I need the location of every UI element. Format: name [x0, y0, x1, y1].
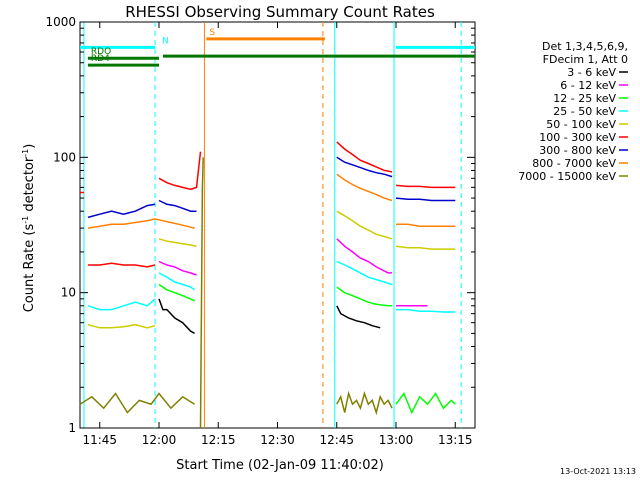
y-tick-label-1: 10	[61, 286, 76, 300]
x-tick-label-5: 13:00	[379, 433, 414, 447]
series-0-segment-1	[336, 305, 381, 329]
timestamp: 13-Oct-2021 13:13	[560, 467, 636, 476]
series-1-segment-1	[336, 238, 393, 274]
series-1-segment-0	[158, 260, 197, 276]
series-5-segment-3	[336, 141, 393, 173]
legend-label-5: 100 - 300 keV	[539, 131, 616, 144]
chart-title: RHESSI Observing Summary Count Rates	[125, 3, 435, 21]
x-tick-label-1: 12:00	[142, 433, 177, 447]
flag-label-1: N	[162, 36, 169, 46]
series-5-segment-1	[87, 262, 156, 268]
series-5-segment-2	[158, 151, 202, 191]
x-tick-label-4: 12:45	[319, 433, 354, 447]
chart-legend: Det 1,3,4,5,6,9,FDecim 1, Att 03 - 6 keV…	[518, 40, 628, 183]
y-tick-label-3: 1000	[45, 15, 76, 29]
series-3-segment-3	[396, 308, 456, 313]
flag-label-5: RD4	[91, 54, 110, 64]
legend-label-3: 25 - 50 keV	[553, 105, 616, 118]
legend-label-2: 12 - 25 keV	[553, 92, 616, 105]
series-8-segment-1	[199, 157, 204, 429]
series-4-segment-3	[395, 245, 456, 250]
x-tick-label-0: 11:45	[82, 433, 117, 447]
series-6-segment-0	[87, 203, 156, 219]
legend-label-7: 800 - 7000 keV	[532, 157, 616, 170]
series-0-segment-0	[158, 298, 195, 335]
series-6-segment-3	[395, 197, 456, 202]
x-tick-label-6: 13:15	[438, 433, 473, 447]
series-6-segment-2	[336, 156, 393, 178]
x-tick-label-3: 12:30	[260, 433, 295, 447]
flag-label-3: S	[209, 28, 215, 38]
series-3-segment-1	[158, 272, 196, 291]
series-8-segment-0	[79, 392, 195, 414]
legend-header-0: Det 1,3,4,5,6,9,	[542, 40, 628, 53]
legend-label-6: 300 - 800 keV	[539, 144, 616, 157]
y-axis-label-pre: Count Rate (s	[22, 224, 37, 313]
y-tick-label-2: 100	[53, 150, 76, 164]
legend-label-8: 7000 - 15000 keV	[518, 170, 616, 183]
legend-label-4: 50 - 100 keV	[546, 118, 616, 131]
legend-header-1: FDecim 1, Att 0	[543, 53, 628, 66]
y-axis-label-end: )	[22, 144, 37, 149]
series-9-segment-0	[395, 391, 456, 415]
series-8-segment-2	[336, 390, 393, 416]
series-7-segment-1	[336, 173, 393, 202]
series-6-segment-1	[158, 199, 197, 212]
y-axis-label-sup1: -1	[21, 216, 30, 224]
x-axis-label: Start Time (02-Jan-09 11:40:02)	[176, 458, 384, 473]
series-3-segment-0	[87, 298, 156, 311]
series-4-segment-2	[336, 210, 393, 240]
legend-label-0: 3 - 6 keV	[567, 66, 616, 79]
series-4-segment-1	[158, 238, 197, 248]
y-axis-label-mid: detector	[22, 156, 37, 216]
series-7-segment-0	[87, 218, 195, 229]
legend-label-1: 6 - 12 keV	[560, 79, 616, 92]
y-axis-label: Count Rate (s-1 detector-1)	[21, 144, 37, 313]
series-5-segment-4	[395, 184, 456, 189]
series-2-segment-1	[336, 286, 393, 307]
flag-label-4: RDO	[91, 47, 111, 57]
series-2-segment-0	[158, 283, 195, 302]
x-tick-label-2: 12:15	[201, 433, 236, 447]
series-4-segment-0	[87, 323, 156, 329]
y-axis-label-sup2: -1	[21, 149, 30, 157]
series-7-segment-2	[396, 223, 456, 227]
series-3-segment-2	[336, 260, 393, 286]
y-tick-label-0: 1	[68, 421, 76, 435]
